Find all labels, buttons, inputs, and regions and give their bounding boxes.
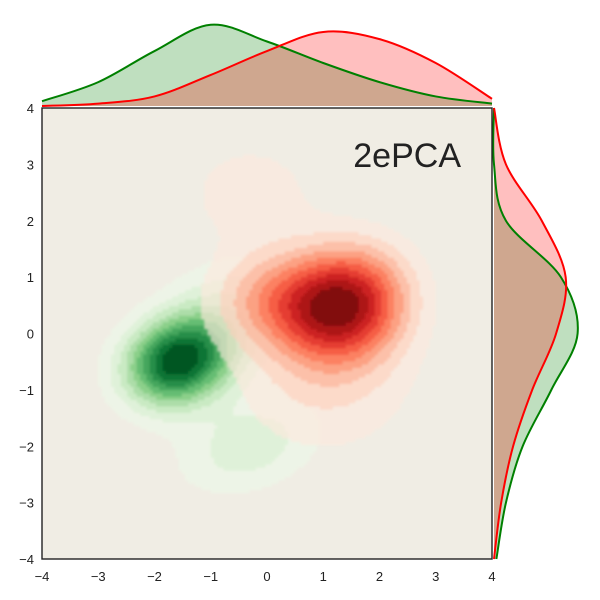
y-tick-label: 4 — [27, 101, 34, 116]
y-marginal-fill — [493, 108, 578, 559]
x-marginal-line — [41, 30, 493, 107]
x-marginal-kde — [41, 23, 493, 107]
x-tick-label: 0 — [263, 569, 270, 584]
plot-frame — [41, 107, 493, 560]
chart-title: 2ePCA — [353, 137, 461, 175]
y-tick-label: −3 — [19, 496, 34, 511]
y-tick-label: 0 — [27, 327, 34, 342]
x-tick-label: −3 — [91, 569, 106, 584]
y-tick-label: 1 — [27, 270, 34, 285]
y-tick-label: −1 — [19, 383, 34, 398]
x-tick-label: −4 — [35, 569, 50, 584]
x-marginal-fill — [42, 31, 492, 107]
x-tick-labels: −4 −3 −2 −1 0 1 2 3 4 — [35, 569, 496, 584]
kde-contours — [98, 154, 436, 494]
y-marginal-kde — [492, 107, 579, 560]
x-tick-label: −1 — [203, 569, 218, 584]
y-marginal-line — [492, 107, 579, 560]
x-tick-label: 4 — [488, 569, 495, 584]
y-marginal-fill — [494, 108, 567, 559]
x-tick-label: −2 — [147, 569, 162, 584]
x-marginal-line — [41, 23, 493, 105]
x-tick-label: 3 — [432, 569, 439, 584]
y-tick-label: 3 — [27, 157, 34, 172]
y-tick-labels: −4 −3 −2 −1 0 1 2 3 4 — [19, 101, 34, 567]
y-marginal-line — [493, 107, 568, 560]
y-tick-label: −4 — [19, 552, 34, 567]
x-marginal-fill — [42, 24, 492, 106]
kde-series-contours — [201, 154, 436, 446]
x-tick-label: 2 — [376, 569, 383, 584]
y-tick-label: 2 — [27, 214, 34, 229]
kde-level — [162, 344, 198, 375]
kde-level — [310, 286, 359, 326]
y-tick-label: −2 — [19, 439, 34, 454]
x-tick-label: 1 — [320, 569, 327, 584]
